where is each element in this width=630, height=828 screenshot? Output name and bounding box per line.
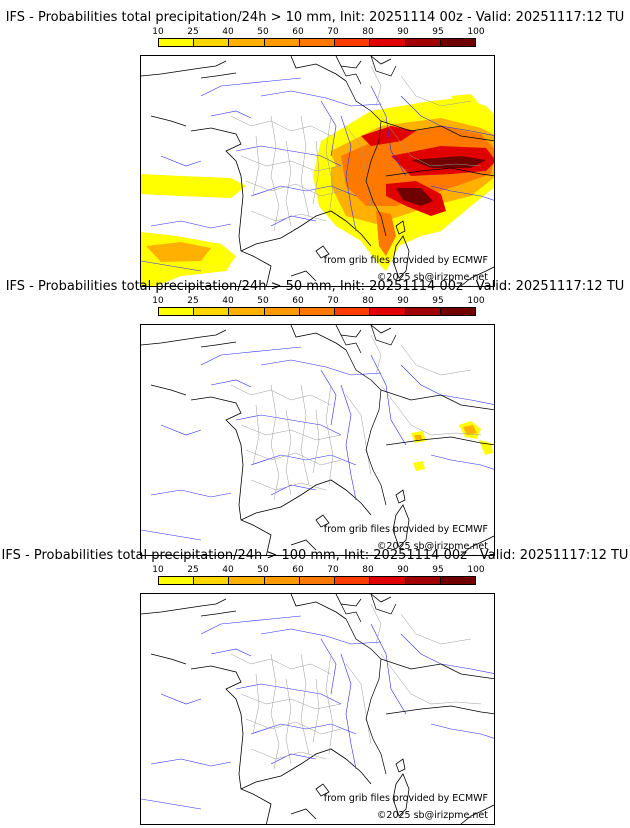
colorbar-tick-label: 90 [397, 296, 409, 306]
colorbar-segment [299, 308, 336, 315]
colorbar-segment [440, 577, 475, 584]
colorbar-segment [264, 308, 300, 315]
colorbar-tick-label: 80 [362, 565, 374, 575]
colorbar-segment [370, 39, 406, 46]
map-frame: from grib files provided by ECMWF ©2025 … [140, 324, 495, 556]
colorbar-tick-label: 50 [257, 27, 269, 37]
colorbar-segment [440, 308, 475, 315]
data-source-note: from grib files provided by ECMWF [323, 524, 488, 535]
map-panel: IFS - Probabilities total precipitation/… [0, 10, 630, 287]
colorbar [158, 38, 476, 47]
admin-borders [230, 334, 482, 501]
map-panel: IFS - Probabilities total precipitation/… [0, 548, 630, 825]
colorbar-tick-label: 60 [292, 296, 304, 306]
colorbar-tick-label: 80 [362, 296, 374, 306]
colorbar-tick-label: 80 [362, 27, 374, 37]
admin-borders [230, 603, 482, 770]
map-canvas [141, 325, 494, 555]
colorbar-segment [335, 39, 371, 46]
copyright-note: ©2025 sb@irizpme.net [376, 810, 488, 821]
colorbar-segment [159, 39, 195, 46]
colorbar-segment [335, 308, 371, 315]
colorbar-tick-label: 50 [257, 565, 269, 575]
colorbar-segment [405, 577, 441, 584]
rivers [141, 615, 494, 810]
map-canvas [141, 594, 494, 824]
probability-overlay [411, 421, 493, 471]
colorbar-labels: 10 25 40 50 60 70 80 90 95 100 [140, 296, 500, 306]
colorbar-tick-label: 95 [432, 565, 444, 575]
admin-borders [230, 65, 482, 232]
panel-title: IFS - Probabilities total precipitation/… [5, 10, 625, 25]
colorbar-segment [405, 308, 441, 315]
colorbar-tick-label: 50 [257, 296, 269, 306]
copyright-note: ©2025 sb@irizpme.net [376, 272, 488, 283]
coastlines [141, 325, 494, 555]
colorbar-tick-label: 90 [397, 27, 409, 37]
colorbar [158, 307, 476, 316]
colorbar-labels: 10 25 40 50 60 70 80 90 95 100 [140, 565, 500, 575]
colorbar-segment [229, 308, 265, 315]
colorbar-tick-label: 95 [432, 296, 444, 306]
colorbar-segment [264, 39, 300, 46]
colorbar-segment [194, 577, 230, 584]
colorbar-segment [335, 577, 371, 584]
colorbar-segment [229, 39, 265, 46]
data-source-note: from grib files provided by ECMWF [323, 793, 488, 804]
colorbar-tick-label: 25 [187, 565, 199, 575]
colorbar-segment [370, 308, 406, 315]
colorbar-tick-label: 60 [292, 565, 304, 575]
map-frame: from grib files provided by ECMWF ©2025 … [140, 593, 495, 825]
map-frame: from grib files provided by ECMWF ©2025 … [140, 55, 495, 287]
colorbar-segment [299, 39, 336, 46]
colorbar [158, 576, 476, 585]
colorbar-segment [194, 39, 230, 46]
map-panel: IFS - Probabilities total precipitation/… [0, 279, 630, 556]
colorbar-tick-label: 10 [152, 27, 164, 37]
colorbar-tick-label: 10 [152, 296, 164, 306]
colorbar-tick-label: 60 [292, 27, 304, 37]
coastlines [141, 594, 494, 824]
colorbar-tick-label: 25 [187, 296, 199, 306]
colorbar-segment [264, 577, 300, 584]
colorbar-tick-label: 70 [327, 27, 339, 37]
colorbar-tick-label: 10 [152, 565, 164, 575]
colorbar-tick-label: 40 [222, 565, 234, 575]
colorbar-segment [159, 308, 195, 315]
colorbar-tick-label: 95 [432, 27, 444, 37]
colorbar-tick-label: 70 [327, 565, 339, 575]
rivers [141, 77, 494, 272]
colorbar-segment [370, 577, 406, 584]
colorbar-segment [194, 308, 230, 315]
rivers [141, 346, 494, 541]
colorbar-tick-label: 40 [222, 27, 234, 37]
data-source-note: from grib files provided by ECMWF [323, 255, 488, 266]
colorbar-tick-label: 25 [187, 27, 199, 37]
colorbar-tick-label: 100 [467, 296, 485, 306]
copyright-note: ©2025 sb@irizpme.net [376, 541, 488, 552]
colorbar-tick-label: 90 [397, 565, 409, 575]
probability-overlay [141, 94, 494, 286]
colorbar-tick-label: 100 [467, 565, 485, 575]
panel-title: IFS - Probabilities total precipitation/… [5, 279, 625, 294]
colorbar-tick-label: 70 [327, 296, 339, 306]
colorbar-segment [405, 39, 441, 46]
colorbar-segment [299, 577, 336, 584]
colorbar-segment [229, 577, 265, 584]
map-canvas [141, 56, 494, 286]
colorbar-tick-label: 100 [467, 27, 485, 37]
colorbar-tick-label: 40 [222, 296, 234, 306]
national-borders [340, 594, 494, 775]
national-borders [340, 56, 494, 237]
colorbar-segment [440, 39, 475, 46]
colorbar-segment [159, 577, 195, 584]
national-borders [340, 325, 494, 506]
panel-title: IFS - Probabilities total precipitation/… [1, 548, 629, 563]
colorbar-labels: 10 25 40 50 60 70 80 90 95 100 [140, 27, 500, 37]
